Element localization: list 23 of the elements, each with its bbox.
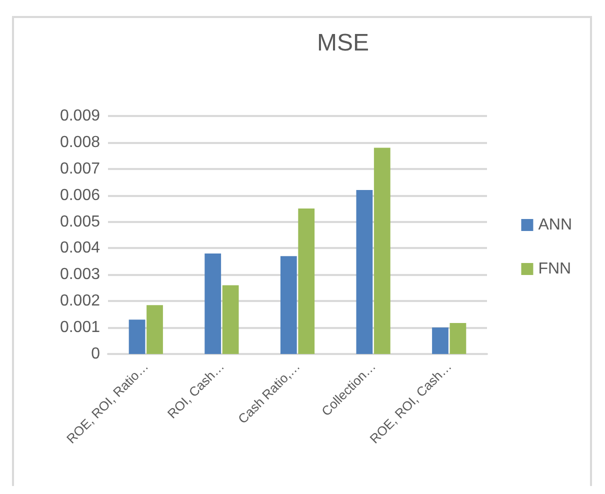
bar xyxy=(128,320,146,354)
y-tick-label: 0.001 xyxy=(60,319,100,336)
bar xyxy=(432,328,448,354)
bar xyxy=(280,256,297,354)
bar xyxy=(374,148,390,354)
bar xyxy=(298,208,315,354)
y-tick-label: 0.008 xyxy=(60,134,100,151)
bar xyxy=(146,305,163,354)
y-tick-label: 0.002 xyxy=(60,292,100,310)
bar xyxy=(450,323,466,354)
y-tick-label: 0.005 xyxy=(60,213,100,230)
y-tick-label: 0.006 xyxy=(60,186,100,204)
chart-title: MSE xyxy=(316,30,370,56)
bar xyxy=(222,285,239,354)
y-tick-label: 0.009 xyxy=(60,108,100,124)
bar xyxy=(356,190,373,354)
y-tick-label: 0.007 xyxy=(60,160,100,178)
legend-label: FNN xyxy=(538,260,572,278)
legend-label: ANN xyxy=(538,216,572,234)
bar xyxy=(204,254,222,354)
y-tick-label: 0.004 xyxy=(60,240,100,257)
y-tick-label: 0.003 xyxy=(60,266,100,284)
y-tick-label: 0 xyxy=(91,346,100,362)
